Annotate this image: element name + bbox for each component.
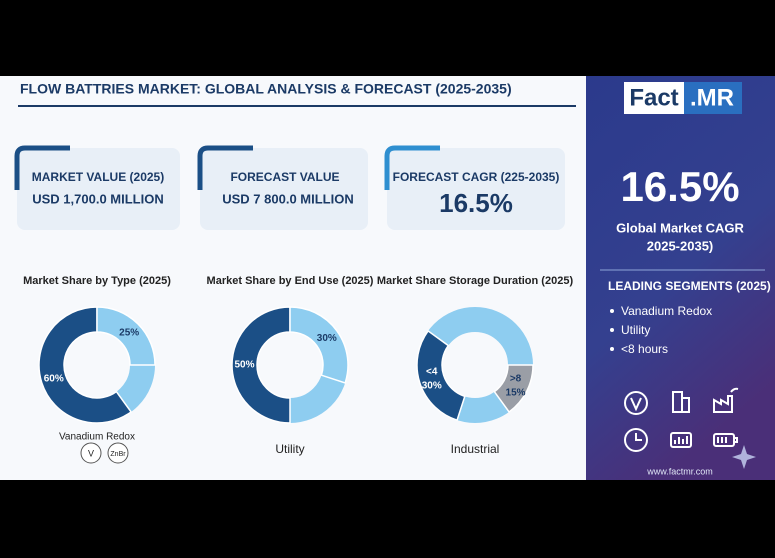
icon-label: ZnBr [110, 451, 126, 458]
logo-text: .MR [690, 84, 734, 111]
cagr-label: 2025-2035) [647, 238, 714, 253]
icons [624, 387, 739, 452]
value-label: 15% [506, 387, 526, 398]
segment: <8 hours [621, 342, 668, 356]
segment-category: >8 [510, 373, 522, 384]
cagr-value: 16.5% [620, 163, 739, 210]
card: FORECAST CAGR (225-2035) 16.5% [384, 145, 565, 230]
segment: Utility [621, 323, 650, 337]
donut-segment [38, 306, 133, 424]
donut-segment [96, 306, 156, 366]
card-value: USD 7 800.0 MILLION [222, 191, 353, 206]
card-value: 16.5% [439, 188, 513, 218]
value-label: 30% [317, 333, 337, 344]
logo-box [624, 82, 684, 114]
chart-caption: Utility [275, 442, 304, 456]
chart-caption: Vanadium Redox [59, 432, 135, 443]
value-label: 30% [422, 381, 442, 392]
bullet [610, 328, 614, 332]
logo-box [684, 82, 742, 114]
icon [80, 442, 102, 464]
chart-title: Market Share Storage Duration (2025) [377, 275, 574, 287]
segment: Vanadium Redox [621, 304, 712, 318]
value-label: 60% [44, 374, 64, 385]
chart-title: Market Share by End Use (2025) [207, 275, 374, 287]
value-label: 25% [119, 327, 139, 338]
card-label: MARKET VALUE (2025) [32, 170, 164, 184]
card: FORECAST VALUE USD 7 800.0 MILLION [197, 145, 368, 230]
page-title: FLOW BATTRIES MARKET: GLOBAL ANALYSIS & … [20, 81, 512, 97]
bullet [610, 347, 614, 351]
icon-label: V [88, 448, 94, 458]
segment-category: <4 [426, 367, 438, 378]
donut-segment [493, 364, 534, 413]
card-label: FORECAST CAGR (225-2035) [393, 170, 560, 184]
icon [107, 442, 129, 464]
chart-title: Market Share by Type (2025) [23, 275, 171, 287]
segments-title: LEADING SEGMENTS (2025) [608, 279, 771, 293]
bullet [610, 309, 614, 313]
donut-segment [289, 306, 349, 384]
cagr-label: Global Market CAGR [616, 220, 744, 235]
card-value: USD 1,700.0 MILLION [32, 191, 163, 206]
side-panel [586, 76, 775, 480]
sparkle [732, 445, 756, 469]
logo-text: Fact [629, 84, 678, 111]
value-label: 50% [234, 360, 254, 371]
chart-caption: Industrial [451, 442, 500, 456]
donut-segment [231, 306, 291, 424]
card-label: FORECAST VALUE [230, 170, 339, 184]
donut-segment [416, 329, 466, 422]
card: MARKET VALUE (2025) USD 1,700.0 MILLION [14, 145, 180, 230]
website: www.factmr.com [646, 466, 713, 476]
